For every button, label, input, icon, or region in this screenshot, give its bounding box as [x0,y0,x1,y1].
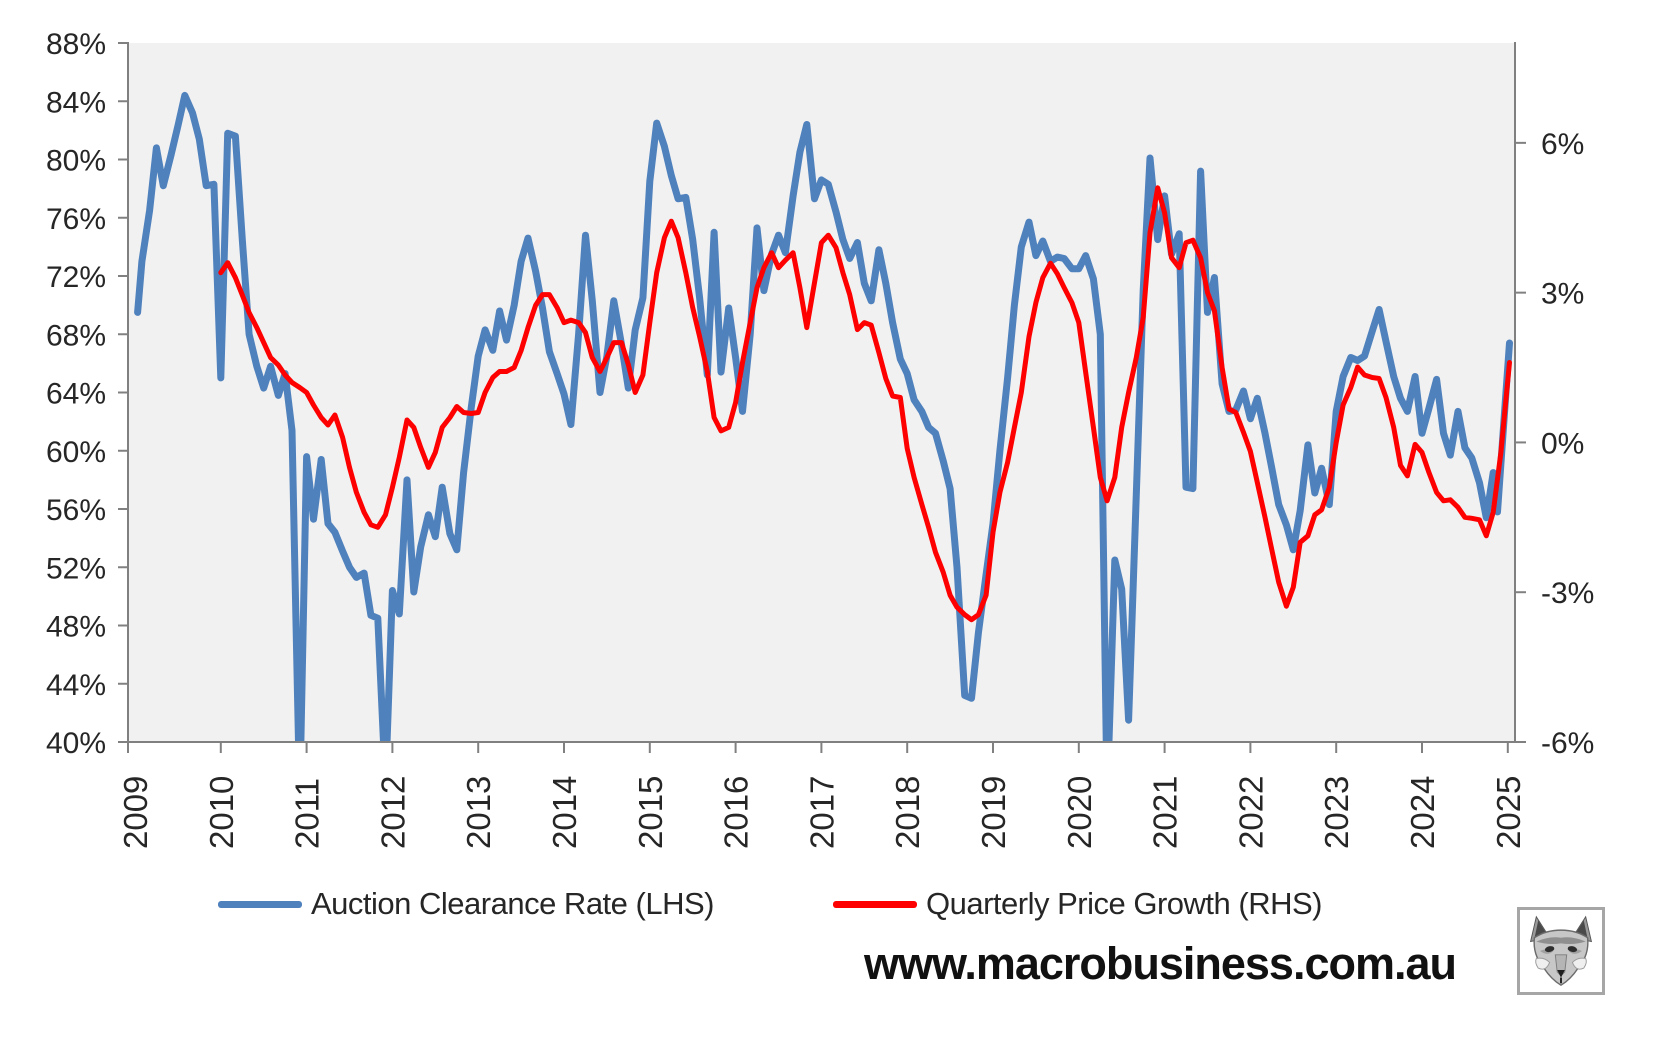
series-line-clearance-rate [134,91,1513,742]
x-tick-label-2018: 2018 [889,776,926,849]
x-tick-label-2016: 2016 [718,776,755,849]
y-left-tick-label: 72% [46,261,106,294]
y-right-tick-label: 6% [1541,128,1584,161]
y-right-tick-label: 0% [1541,427,1584,460]
legend-swatch-blue-line [218,900,302,908]
y-left-tick-label: 44% [46,669,106,702]
x-tick-label-2023: 2023 [1318,776,1355,849]
clearance-vs-price-growth-chart: 88% 84% 80% 76% 72% 68% 64% 60% 56% 52% 48% 44% 40% 6… [46,28,1594,849]
y-left-tick-label: 56% [46,494,106,527]
y-left-tick-label: 84% [46,86,106,119]
y-left-tick-label: 60% [46,436,106,469]
macrobusiness-watermark: www.macrobusiness.com.au [863,938,1457,989]
legend-label: Auction Clearance Rate (LHS) [311,886,714,921]
y-left-tick-label: 68% [46,319,106,352]
y-left-tick-label: 88% [46,28,106,61]
y-right-tick-label: -3% [1541,577,1594,610]
x-tick-label-2024: 2024 [1404,776,1441,849]
x-tick-label-2022: 2022 [1232,776,1269,849]
x-tick-label-2025: 2025 [1490,776,1527,849]
y-left-tick-label: 80% [46,145,106,178]
series-line-price-growth [218,185,1512,623]
x-tick-label-2010: 2010 [203,776,240,849]
legend-item-auction-clearance-rate: Auction Clearance Rate (LHS) [218,884,714,924]
macrobusiness-wolf-logo [1517,907,1605,995]
x-tick-label-2017: 2017 [803,776,840,849]
x-tick-label-2012: 2012 [374,776,411,849]
y-right-tick-label: -6% [1541,727,1594,760]
x-tick-label-2014: 2014 [546,776,583,849]
chart-legend: Auction Clearance Rate (LHS) Quarterly P… [0,884,1654,924]
y-left-tick-label: 48% [46,611,106,644]
x-tick-label-2011: 2011 [289,778,326,849]
y-left-tick-label: 64% [46,378,106,411]
legend-label: Quarterly Price Growth (RHS) [926,886,1322,921]
x-tick-label-2020: 2020 [1061,776,1098,849]
y-left-tick-label: 40% [46,727,106,760]
wolf-face-icon [1523,913,1599,989]
y-left-tick-label: 52% [46,552,106,585]
x-tick-label-2013: 2013 [460,776,497,849]
x-tick-label-2015: 2015 [632,776,669,849]
legend-item-quarterly-price-growth: Quarterly Price Growth (RHS) [833,884,1322,924]
x-tick-label-2019: 2019 [975,776,1012,849]
x-tick-label-2021: 2021 [1147,776,1184,849]
plot-area [128,43,1515,742]
legend-swatch-red-line [833,900,917,908]
y-right-tick-label: 3% [1541,278,1584,311]
y-left-tick-label: 76% [46,203,106,236]
x-tick-label-2009: 2009 [117,776,154,849]
